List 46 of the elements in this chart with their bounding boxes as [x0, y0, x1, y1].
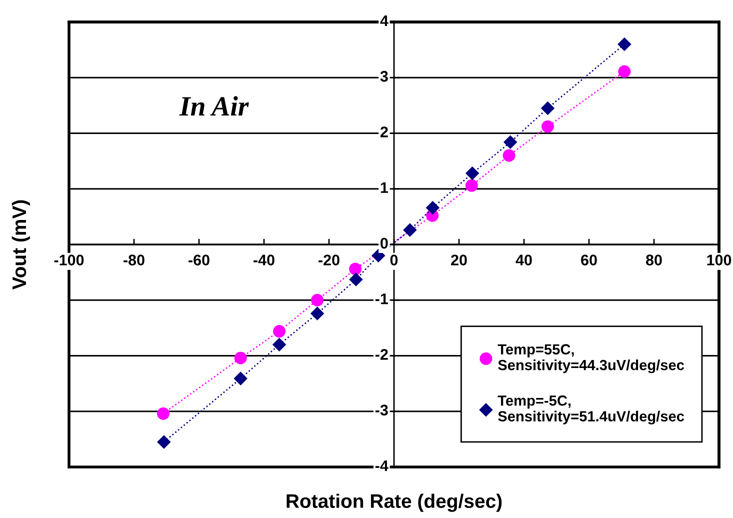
point: [466, 166, 479, 180]
annotation: In Air: [179, 96, 249, 116]
y-tick-label: 1: [380, 182, 388, 193]
point: [310, 306, 324, 320]
point: [541, 120, 554, 133]
y-tick-label: 0: [380, 238, 388, 249]
x-tick-label: 40: [516, 254, 532, 266]
y-tick-label: 3: [380, 70, 388, 82]
point: [349, 262, 362, 276]
x-tick-label: -40: [254, 254, 274, 266]
legend-label: Temp=-5C, Sensitivity=51.4uV/deg/sec: [498, 395, 684, 424]
point: [403, 223, 417, 237]
x-tick-label: 60: [581, 254, 597, 266]
point: [234, 352, 247, 364]
y-tick-label: -1: [375, 294, 388, 304]
x-tick-label: 20: [451, 254, 467, 266]
x-tick-label: 0: [390, 254, 398, 266]
y-tick-label: -2: [375, 349, 388, 360]
point: [502, 149, 516, 162]
y-tick-label: 2: [380, 126, 388, 138]
y-tick-label: -3: [375, 404, 388, 416]
y-tick-label: 4: [380, 15, 388, 26]
point: [349, 272, 363, 286]
point: [618, 38, 632, 51]
point: [234, 372, 248, 386]
x-tick-label: -80: [124, 254, 144, 266]
x-tick-label: -60: [188, 254, 210, 266]
point: [272, 338, 286, 352]
x-tick-label: -20: [318, 254, 340, 266]
point: [157, 435, 170, 449]
y-axis-title: Vout (mV): [12, 200, 30, 290]
point: [618, 65, 631, 78]
point: [372, 249, 385, 262]
point: [541, 102, 554, 115]
point: [465, 179, 478, 192]
x-tick-label: 100: [707, 254, 732, 266]
point: [426, 201, 440, 214]
point: [504, 136, 517, 149]
x-tick-label: -100: [54, 254, 84, 266]
point: [311, 294, 324, 306]
x-axis-title: Rotation Rate (deg/sec): [286, 494, 502, 512]
x-tick-label: 80: [646, 254, 662, 266]
point: [157, 407, 170, 420]
y-tick-label: -4: [375, 460, 388, 471]
point: [273, 325, 286, 338]
legend-label: Temp=55C, Sensitivity=44.3uV/deg/sec: [498, 344, 684, 374]
